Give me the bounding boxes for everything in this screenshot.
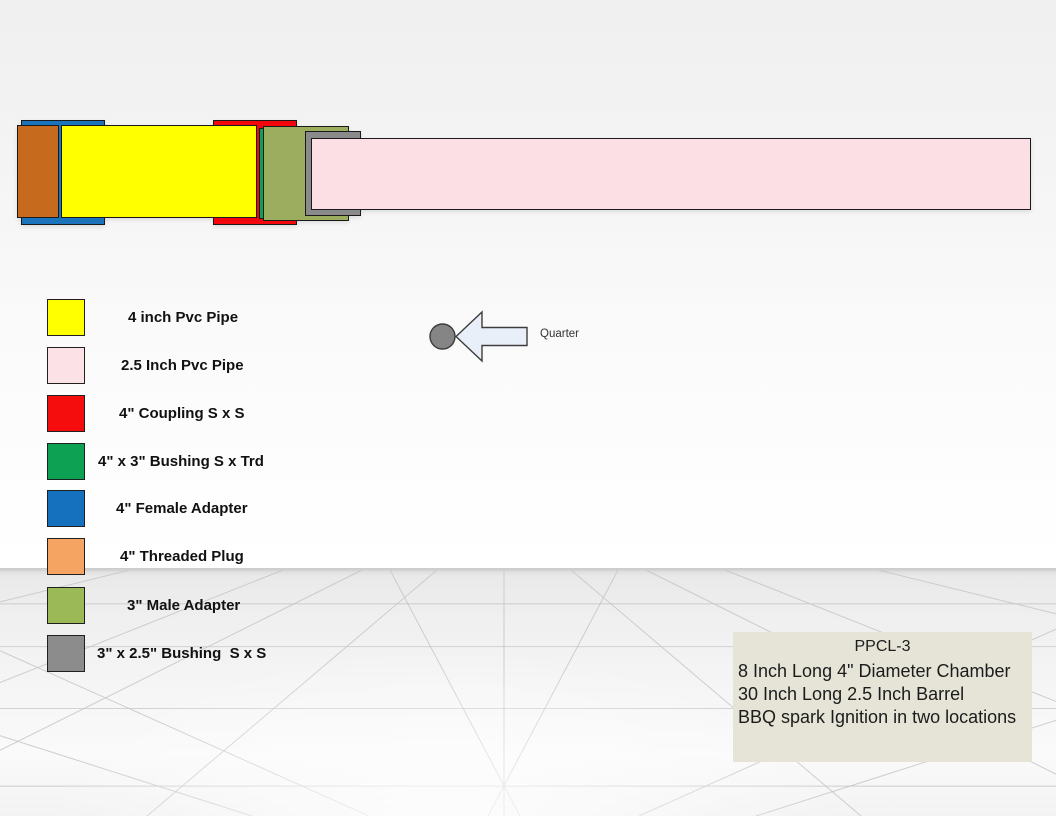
- legend-swatch: [47, 538, 85, 575]
- part-4in-pvc-pipe: [61, 125, 257, 218]
- legend-swatch: [47, 395, 85, 432]
- legend-label: 4" Female Adapter: [116, 500, 248, 517]
- quarter-pointer: [429, 310, 528, 363]
- legend-swatch: [47, 347, 85, 384]
- part-2p5in-pvc-pipe: [311, 138, 1031, 210]
- legend-label: 3" x 2.5" Bushing S x S: [97, 645, 267, 662]
- legend-label: 4" x 3" Bushing S x Trd: [98, 453, 264, 470]
- legend-swatch: [47, 299, 85, 336]
- legend-swatch: [47, 587, 85, 624]
- left-arrow-icon: [454, 310, 528, 363]
- background-floor: [0, 568, 1056, 816]
- info-line-ignition: BBQ spark Ignition in two locations: [738, 707, 1017, 727]
- info-box-title: PPCL-3: [854, 638, 911, 655]
- legend-label: 2.5 Inch Pvc Pipe: [121, 357, 244, 374]
- quarter-coin-icon: [429, 323, 456, 350]
- legend-label: 4" Threaded Plug: [120, 548, 244, 565]
- part-4in-threaded-plug: [17, 125, 59, 218]
- legend-label: 4 inch Pvc Pipe: [128, 309, 239, 326]
- legend-swatch: [47, 490, 85, 527]
- info-line-barrel: 30 Inch Long 2.5 Inch Barrel: [738, 684, 965, 704]
- info-box: PPCL-3 8 Inch Long 4" Diameter Chamber 3…: [733, 632, 1032, 762]
- legend-label: 4" Coupling S x S: [119, 405, 245, 422]
- legend-swatch: [47, 635, 85, 672]
- legend-swatch: [47, 443, 85, 480]
- legend-label: 3" Male Adapter: [127, 597, 241, 614]
- info-line-chamber: 8 Inch Long 4" Diameter Chamber: [738, 661, 1011, 681]
- quarter-label: Quarter: [540, 328, 579, 340]
- info-box-body: 8 Inch Long 4" Diameter Chamber 30 Inch …: [733, 660, 1032, 729]
